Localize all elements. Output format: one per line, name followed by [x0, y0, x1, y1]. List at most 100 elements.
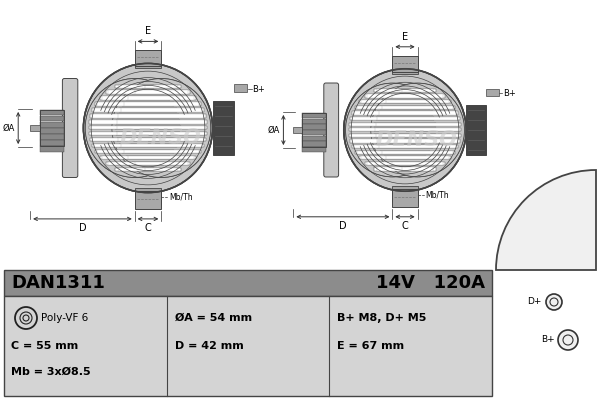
Bar [392, 186, 418, 202]
Bar [115, 168, 155, 171]
Text: D: D [78, 223, 86, 233]
Text: E: E [402, 32, 408, 42]
Bar [89, 132, 180, 135]
Text: D = 42 mm: D = 42 mm [175, 341, 243, 351]
Bar [377, 139, 458, 142]
Bar [302, 136, 326, 141]
Bar [135, 162, 188, 165]
Bar [349, 128, 436, 131]
Bar [92, 144, 177, 147]
Bar [4, 296, 492, 396]
Bar [89, 126, 181, 130]
Bar [128, 97, 195, 100]
Bar [132, 91, 190, 94]
Bar [105, 91, 164, 94]
Bar [352, 117, 433, 120]
Circle shape [344, 69, 466, 191]
Bar [117, 138, 205, 141]
Bar [377, 145, 458, 148]
Bar [92, 108, 177, 112]
Bar [135, 91, 188, 94]
Bar [116, 120, 207, 124]
Bar [120, 108, 202, 112]
Bar [117, 126, 206, 130]
Bar [90, 114, 179, 118]
Text: ØA = 54 mm: ØA = 54 mm [175, 313, 252, 323]
Bar [379, 145, 456, 148]
Bar [374, 89, 411, 92]
Bar [102, 97, 168, 100]
Bar [349, 134, 435, 137]
Bar [374, 128, 461, 131]
Bar [380, 106, 455, 109]
Bar [40, 110, 65, 115]
Bar [117, 120, 205, 124]
Bar [122, 102, 201, 106]
Bar [119, 168, 151, 171]
Bar [95, 150, 174, 153]
Bar [90, 120, 179, 124]
Text: DAN1311: DAN1311 [11, 274, 105, 292]
Bar [40, 110, 65, 146]
Bar [350, 139, 434, 142]
Text: C: C [401, 221, 409, 231]
Bar [380, 150, 455, 154]
Bar [376, 134, 459, 137]
Bar [122, 150, 201, 153]
Circle shape [83, 63, 213, 193]
Bar [141, 168, 181, 171]
Bar [126, 156, 196, 159]
Bar [95, 102, 174, 106]
Bar [367, 162, 418, 165]
Circle shape [346, 83, 439, 177]
Bar [294, 127, 302, 133]
Bar [40, 122, 65, 128]
Circle shape [15, 307, 37, 329]
Bar [92, 138, 177, 141]
Bar [119, 85, 151, 88]
Bar [374, 168, 411, 171]
Wedge shape [496, 170, 596, 270]
Text: ØA: ØA [3, 124, 15, 132]
Circle shape [85, 79, 184, 178]
Bar [352, 139, 433, 142]
Circle shape [550, 298, 558, 306]
Text: E = 67 mm: E = 67 mm [337, 341, 404, 351]
Bar [382, 150, 453, 154]
Circle shape [85, 79, 184, 178]
Bar [399, 89, 436, 92]
Bar [376, 128, 459, 131]
Bar [403, 168, 432, 171]
Text: C = 55 mm: C = 55 mm [11, 341, 78, 351]
Bar [90, 138, 179, 141]
Text: Mb/Th: Mb/Th [170, 192, 193, 201]
Bar [108, 162, 161, 165]
Bar [90, 126, 179, 130]
Text: DENSO: DENSO [119, 128, 201, 148]
Bar [350, 134, 434, 137]
Bar [94, 144, 176, 147]
Bar [367, 95, 418, 98]
Bar [126, 97, 196, 100]
Bar [392, 162, 443, 165]
Bar [302, 113, 326, 118]
Bar [374, 134, 461, 137]
Text: B+ M8, D+ M5: B+ M8, D+ M5 [337, 313, 426, 323]
Bar [4, 270, 492, 296]
Bar [97, 150, 173, 153]
Bar [365, 95, 420, 98]
Bar [466, 105, 486, 155]
Bar [385, 156, 451, 160]
Bar [92, 114, 177, 118]
Bar [117, 114, 205, 118]
Bar [390, 162, 445, 165]
Bar [302, 124, 326, 130]
Bar [374, 122, 461, 126]
Bar [234, 85, 247, 92]
Circle shape [371, 83, 464, 177]
Bar [365, 162, 420, 165]
Bar [119, 114, 204, 118]
Bar [385, 100, 451, 103]
Bar [354, 111, 431, 115]
Circle shape [371, 83, 464, 177]
